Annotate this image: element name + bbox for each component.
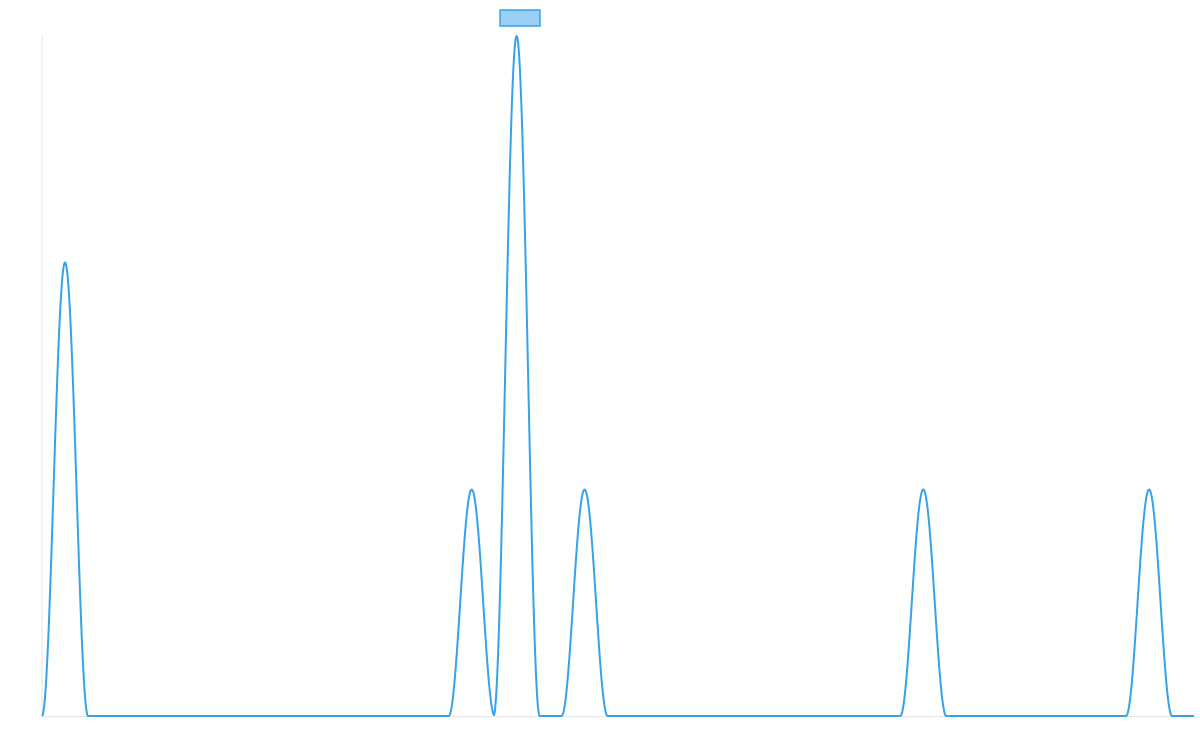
peak-point-6[interactable]: [1145, 486, 1153, 494]
legend[interactable]: [499, 9, 541, 27]
peak-point-1[interactable]: [61, 258, 69, 266]
series-group: [41, 32, 1195, 717]
peak-point-3[interactable]: [513, 32, 521, 40]
peak-point-5[interactable]: [919, 486, 927, 494]
series-line-1[interactable]: [41, 35, 1195, 717]
peak-point-2[interactable]: [468, 486, 476, 494]
peak-point-4[interactable]: [581, 486, 589, 494]
legend-swatch-series-1[interactable]: [499, 9, 541, 27]
